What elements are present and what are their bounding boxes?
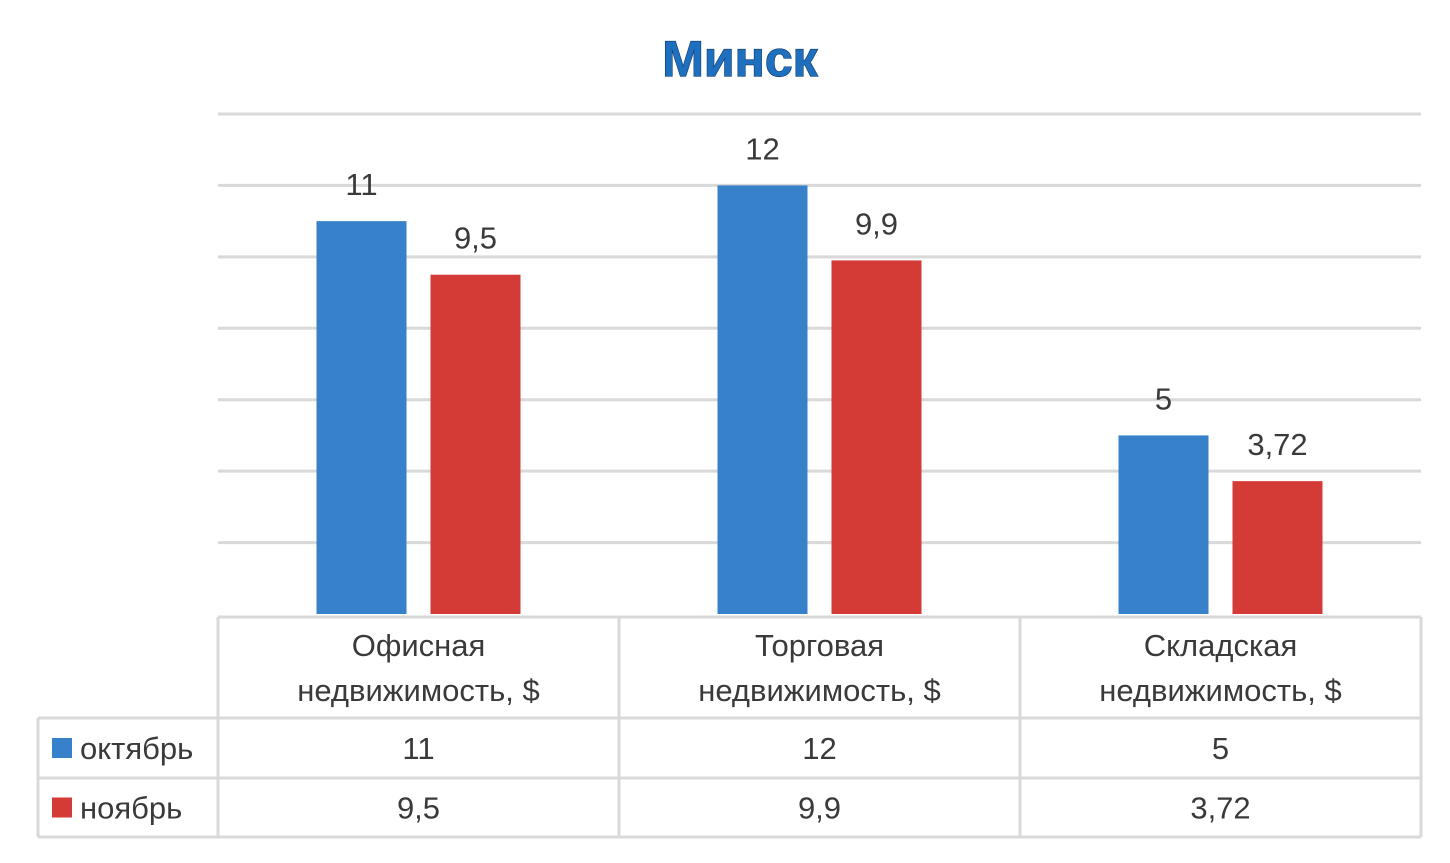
data-table: Офисная недвижимость, $ Торговая недвижимос… — [36, 615, 1423, 839]
legend-label-октябрь: октябрь — [80, 731, 193, 766]
table-cell-октябрь-2: 5 — [1212, 731, 1229, 766]
category-label-2-0: Складская — [1144, 628, 1298, 663]
category-label-2-1: недвижимость, $ — [1099, 673, 1341, 708]
data-label-октябрь-0: 11 — [345, 167, 377, 202]
table-cell-ноябрь-0: 9,5 — [397, 791, 440, 826]
bar-ноябрь-1 — [831, 260, 922, 614]
table-cell-ноябрь-2: 3,72 — [1190, 791, 1250, 826]
bar-ноябрь-0 — [430, 274, 521, 614]
data-label-октябрь-1: 12 — [745, 131, 779, 166]
category-label-1-1: недвижимость, $ — [698, 673, 940, 708]
data-label-октябрь-2: 5 — [1155, 381, 1172, 416]
category-label-0-0: Офисная — [352, 628, 486, 663]
bar-октябрь-2 — [1118, 435, 1209, 614]
category-label-0-1: недвижимость, $ — [297, 673, 539, 708]
legend-key-ноябрь — [52, 797, 72, 818]
table-cell-октябрь-1: 12 — [802, 731, 836, 766]
category-label-1-0: Торговая — [755, 628, 884, 663]
data-label-ноябрь-2: 3,72 — [1247, 427, 1307, 462]
data-label-ноябрь-1: 9,9 — [855, 206, 898, 241]
bar-октябрь-0 — [316, 221, 407, 614]
legend-key-октябрь — [52, 738, 72, 758]
table-cell-октябрь-0: 11 — [402, 731, 434, 766]
chart-title: Минск — [662, 31, 818, 87]
bar-ноябрь-2 — [1232, 481, 1323, 614]
bars — [316, 185, 1323, 614]
data-label-ноябрь-0: 9,5 — [454, 221, 497, 256]
gridlines — [218, 112, 1421, 545]
legend-label-ноябрь: ноябрь — [80, 791, 182, 826]
data-labels: 11 9,5 12 9,9 5 3,72 — [345, 131, 1307, 462]
bar-октябрь-1 — [717, 185, 808, 614]
table-cell-ноябрь-1: 9,9 — [798, 791, 841, 826]
